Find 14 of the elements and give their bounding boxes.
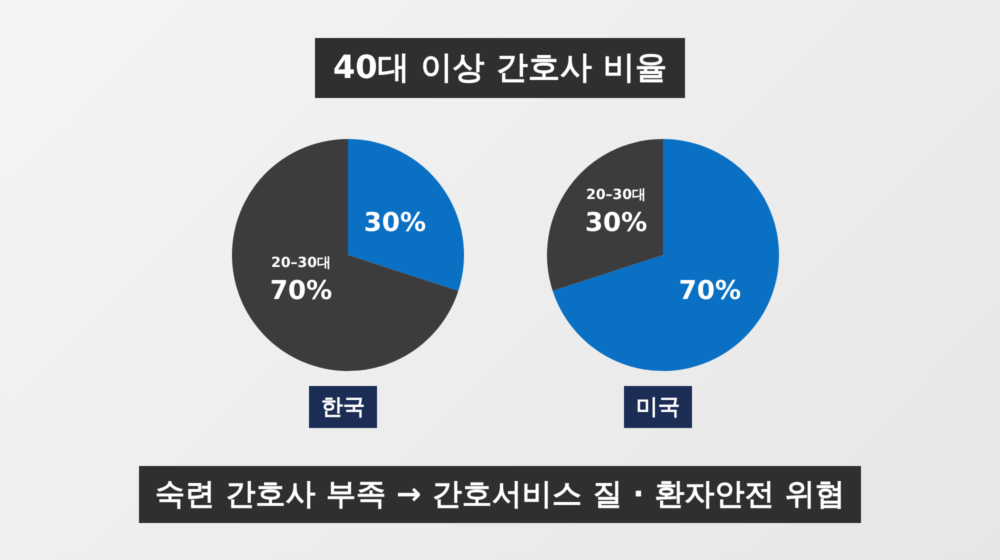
pie-slice [547,139,663,291]
slice-label: 20–30대 [586,186,646,203]
data-label: 70% [678,276,742,306]
pie-slice [348,139,464,291]
data-label: 30% [584,208,648,238]
data-label: 70% [270,276,332,306]
text: 한국 [309,386,377,428]
slice-label: 20–30대 [271,255,332,272]
text: 미국 [624,386,692,428]
data-label: 30% [364,208,426,238]
chart-title: 40대 이상 간호사 비율 [315,38,685,98]
pie-slice [552,139,779,371]
pie-slice [232,139,458,371]
text: 숙련 간호사 부족 → 간호서비스 질 · 환자안전 위협 [138,466,862,523]
